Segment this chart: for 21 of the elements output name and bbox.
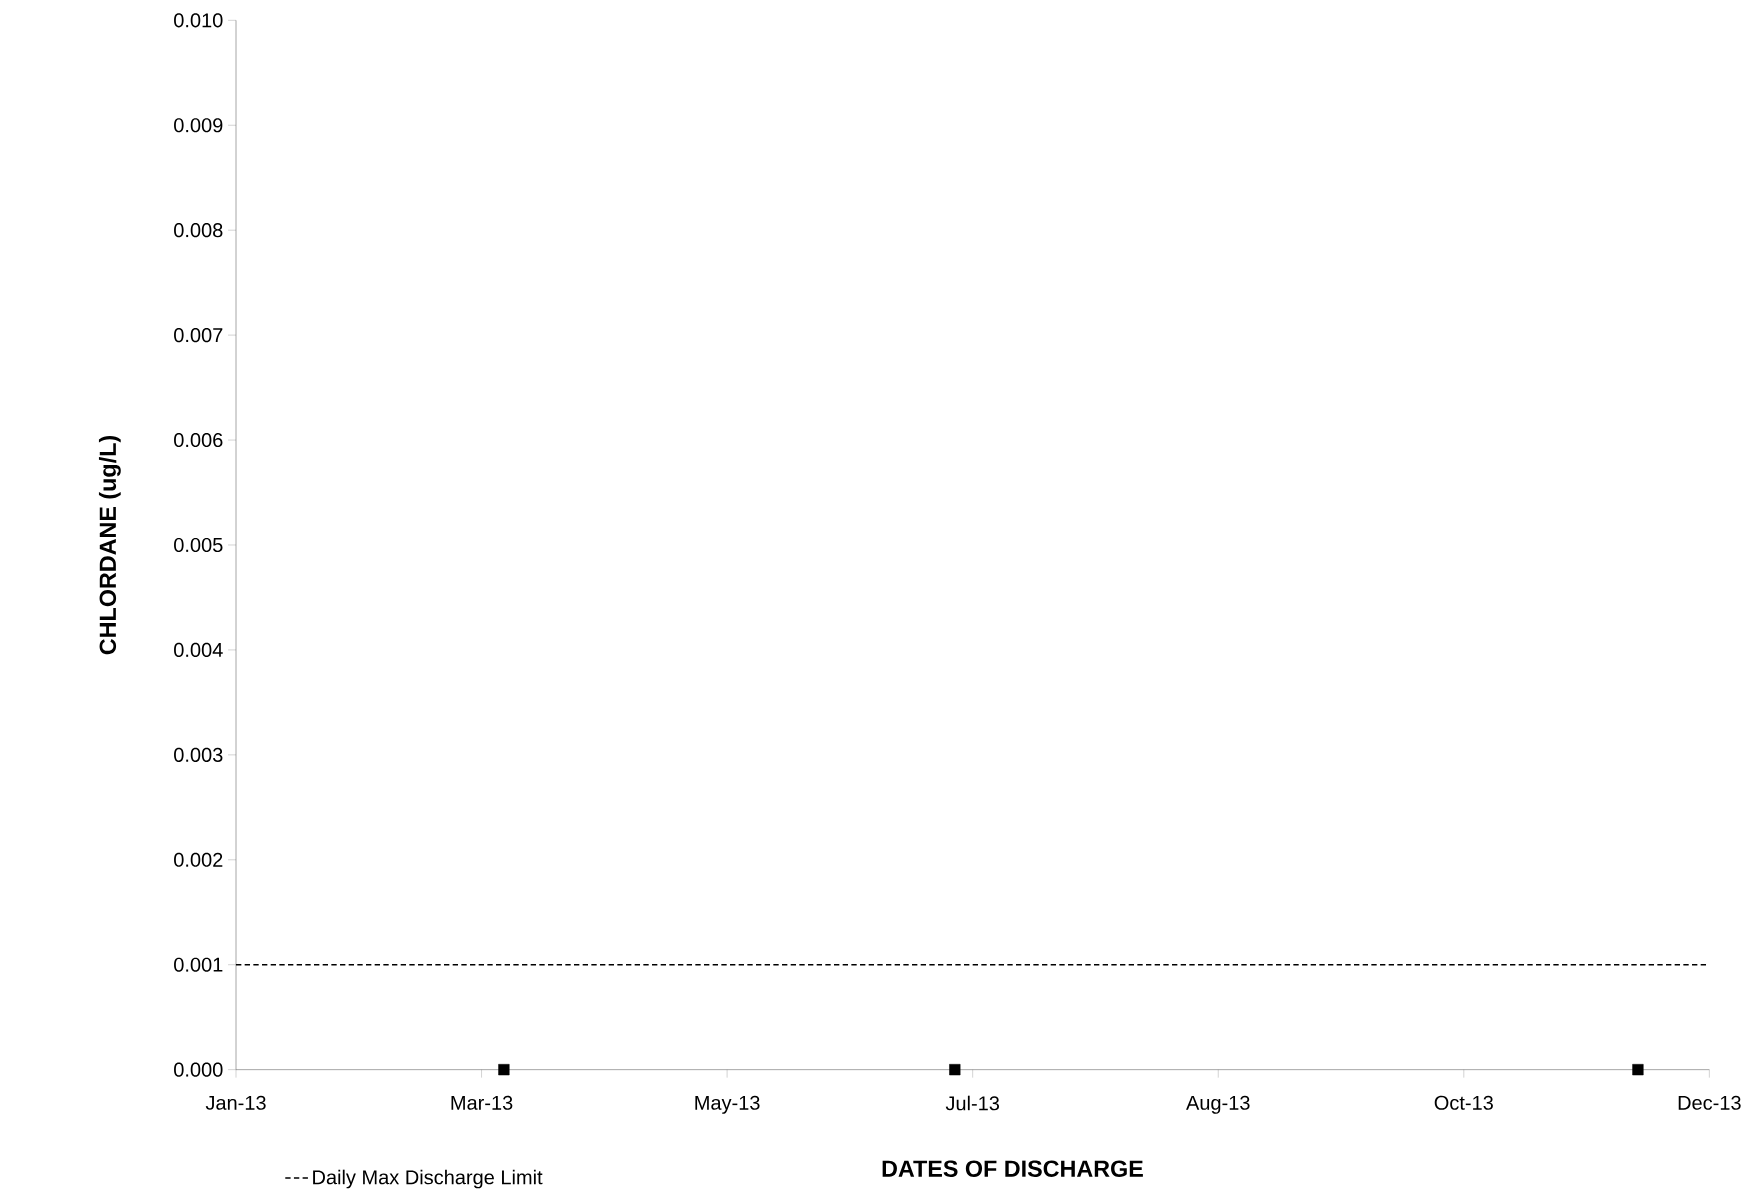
y-tick-label: 0.008 [174,223,223,238]
y-tick-label: 0.005 [174,537,223,553]
y-tick-label: 0.001 [174,957,223,972]
y-tick-label: 0.002 [174,852,223,867]
y-tick-label: 0.009 [174,118,223,133]
x-tick-label: Oct-13 [1434,1095,1493,1110]
x-tick-label: Jan-13 [205,1095,266,1110]
x-axis-title: DATES OF DISCHARGE [882,1160,1143,1177]
x-tick-label: May-13 [695,1095,760,1114]
legend-label: Daily Max Discharge Limit [313,1169,543,1189]
y-tick-label: 0.007 [174,328,223,343]
y-tick-label: 0.006 [174,432,223,448]
x-tick-label: Mar-13 [451,1095,513,1110]
x-tick-label: Aug-13 [1186,1095,1250,1114]
x-tick-label: Jul-13 [945,1095,1000,1111]
y-tick-label: 0.010 [174,13,223,28]
y-tick-label: 0.003 [174,747,223,762]
x-tick-label: Dec-13 [1678,1095,1741,1110]
y-axis-title: CHLORDANE (ug/L) [98,436,121,655]
y-tick-label: 0.000 [174,1062,223,1077]
y-tick-label: 0.004 [174,642,223,657]
